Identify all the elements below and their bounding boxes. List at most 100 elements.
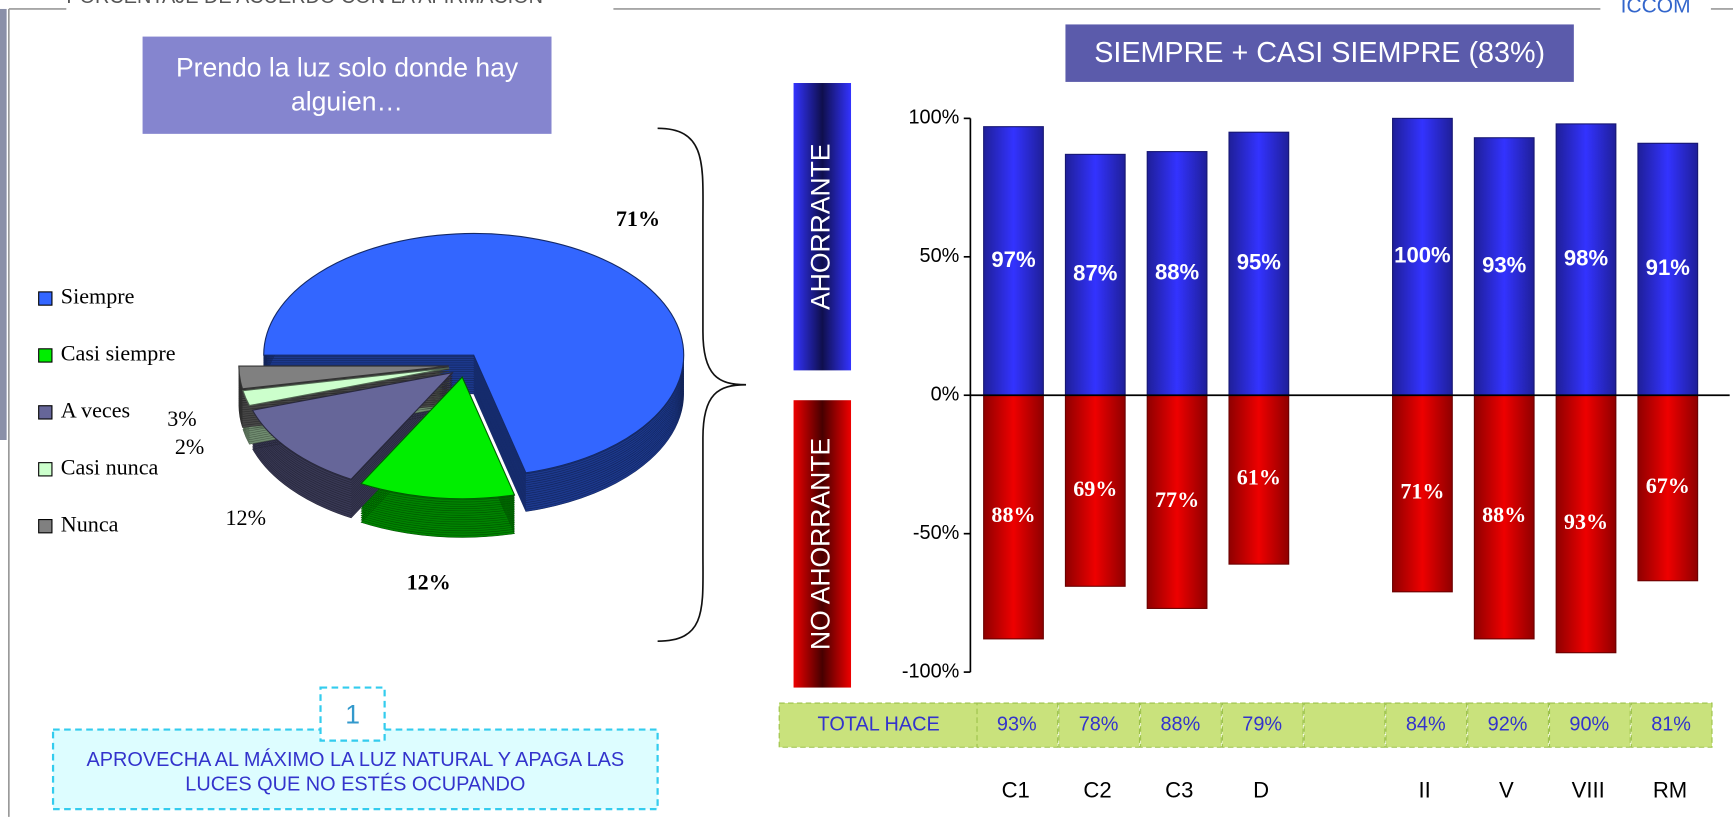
bar-title-box — [1065, 24, 1574, 82]
pie-slice — [251, 371, 454, 480]
brace — [657, 127, 747, 642]
bar-value-label: 71% — [1400, 479, 1444, 504]
bar — [1473, 137, 1535, 396]
pie-title: Prendo la luz solo donde hay alguien… — [175, 52, 519, 118]
bar-value-label: 95% — [1237, 250, 1282, 275]
table-cell — [976, 702, 1059, 748]
brand: ICCOM — [1621, 0, 1691, 17]
table-value: 78% — [1079, 713, 1119, 735]
series-label-box — [793, 400, 852, 688]
table-label-cell — [778, 702, 979, 748]
x-tick-label: V — [1499, 777, 1514, 802]
legend-swatch — [38, 462, 53, 477]
y-tick-label: -100% — [902, 660, 959, 682]
bar — [1064, 153, 1126, 396]
pie-value-label: 12% — [226, 505, 267, 530]
series-label-box — [793, 83, 852, 371]
table-value: 79% — [1242, 713, 1282, 735]
pie-slice — [360, 376, 516, 500]
table-cell — [1548, 702, 1631, 748]
legend-label: Nunca — [61, 511, 119, 536]
bar — [1228, 394, 1290, 565]
tip-text-wrap: APROVECHA AL MÁXIMO LA LUZ NATURAL Y APA… — [86, 747, 625, 795]
legend-label: Casi siempre — [61, 341, 176, 366]
legend-swatch — [38, 519, 53, 534]
bar-title: SIEMPRE + CASI SIEMPRE (83%) — [1094, 37, 1545, 69]
x-tick-label: VIII — [1572, 777, 1605, 802]
bar — [1392, 117, 1453, 396]
table-value: 93% — [997, 713, 1037, 735]
table-cell — [1140, 702, 1222, 748]
y-tick-label: 0% — [931, 383, 960, 405]
series-label: AHORRANTE — [805, 143, 835, 309]
legend-label: A veces — [61, 397, 130, 422]
x-tick-label: C3 — [1165, 777, 1193, 802]
bar-value-label: 77% — [1155, 487, 1199, 512]
bar-value-label: 100% — [1394, 243, 1451, 268]
bar-value-label: 91% — [1646, 255, 1691, 280]
pie-title-wrap: Prendo la luz solo donde hay alguien… — [175, 52, 519, 118]
table-label: TOTAL HACE — [818, 713, 940, 735]
bar-value-label: 88% — [1155, 259, 1200, 284]
table-cell — [1385, 702, 1468, 748]
pie-value-label: 12% — [407, 570, 451, 595]
pie-value-label: 71% — [616, 206, 660, 231]
table-cell — [1303, 702, 1386, 748]
legend-swatch — [38, 405, 53, 420]
pie-title-box — [142, 36, 552, 134]
y-tick-label: 50% — [920, 245, 960, 267]
y-tick-label: 100% — [908, 107, 959, 129]
table-value: 88% — [1160, 713, 1200, 735]
bar — [1228, 131, 1290, 396]
bar — [1555, 123, 1617, 396]
bar-value-label: 97% — [991, 247, 1036, 272]
legend-swatch — [38, 291, 53, 306]
x-tick-label: D — [1253, 777, 1269, 802]
tip-text: APROVECHA AL MÁXIMO LA LUZ NATURAL Y APA… — [86, 747, 625, 795]
bar-value-label: 69% — [1073, 476, 1117, 501]
table-value: 84% — [1406, 713, 1446, 735]
table-cell — [1467, 702, 1549, 748]
bar-value-label: 93% — [1482, 252, 1527, 277]
bar — [983, 126, 1044, 396]
bar-value-label: 98% — [1564, 245, 1609, 270]
bar — [1637, 394, 1699, 582]
bar — [1146, 151, 1208, 396]
bar-value-label: 93% — [1564, 509, 1608, 534]
bar-value-label: 61% — [1237, 465, 1281, 490]
bar — [1064, 394, 1126, 587]
bar — [1146, 394, 1208, 609]
pie-value-label: 2% — [175, 434, 204, 459]
legend-label: Siempre — [61, 284, 135, 309]
pie-slice — [242, 367, 450, 407]
table-cell — [1221, 702, 1304, 748]
tip-box — [51, 728, 659, 811]
bar — [1555, 394, 1617, 654]
x-tick-label: C2 — [1083, 777, 1111, 802]
bar — [1637, 142, 1699, 396]
table-value: 92% — [1488, 713, 1528, 735]
pie-slice — [238, 365, 449, 390]
bar-value-label: 87% — [1073, 261, 1118, 286]
legend-label: Casi nunca — [61, 454, 159, 479]
table-cell — [1630, 702, 1713, 748]
legend-swatch — [38, 348, 53, 363]
bar — [983, 394, 1044, 640]
header-text: PORCENTAJE DE ACUERDO CON LA AFIRMACIÓN — [66, 0, 543, 8]
table-cell — [1058, 702, 1141, 748]
series-label: NO AHORRANTE — [805, 438, 835, 650]
x-tick-label: RM — [1653, 777, 1687, 802]
pie-value-label: 3% — [167, 406, 196, 431]
y-tick-label: -50% — [913, 522, 959, 544]
bar-value-label: 88% — [1482, 502, 1526, 527]
table-value: 90% — [1569, 713, 1609, 735]
table-value: 81% — [1651, 713, 1691, 735]
x-tick-label: II — [1419, 777, 1431, 802]
bar-value-label: 88% — [991, 502, 1035, 527]
side-strip — [0, 8, 7, 440]
tip-number: 1 — [345, 699, 360, 729]
pie-slice — [263, 232, 685, 474]
x-tick-label: C1 — [1002, 777, 1030, 802]
